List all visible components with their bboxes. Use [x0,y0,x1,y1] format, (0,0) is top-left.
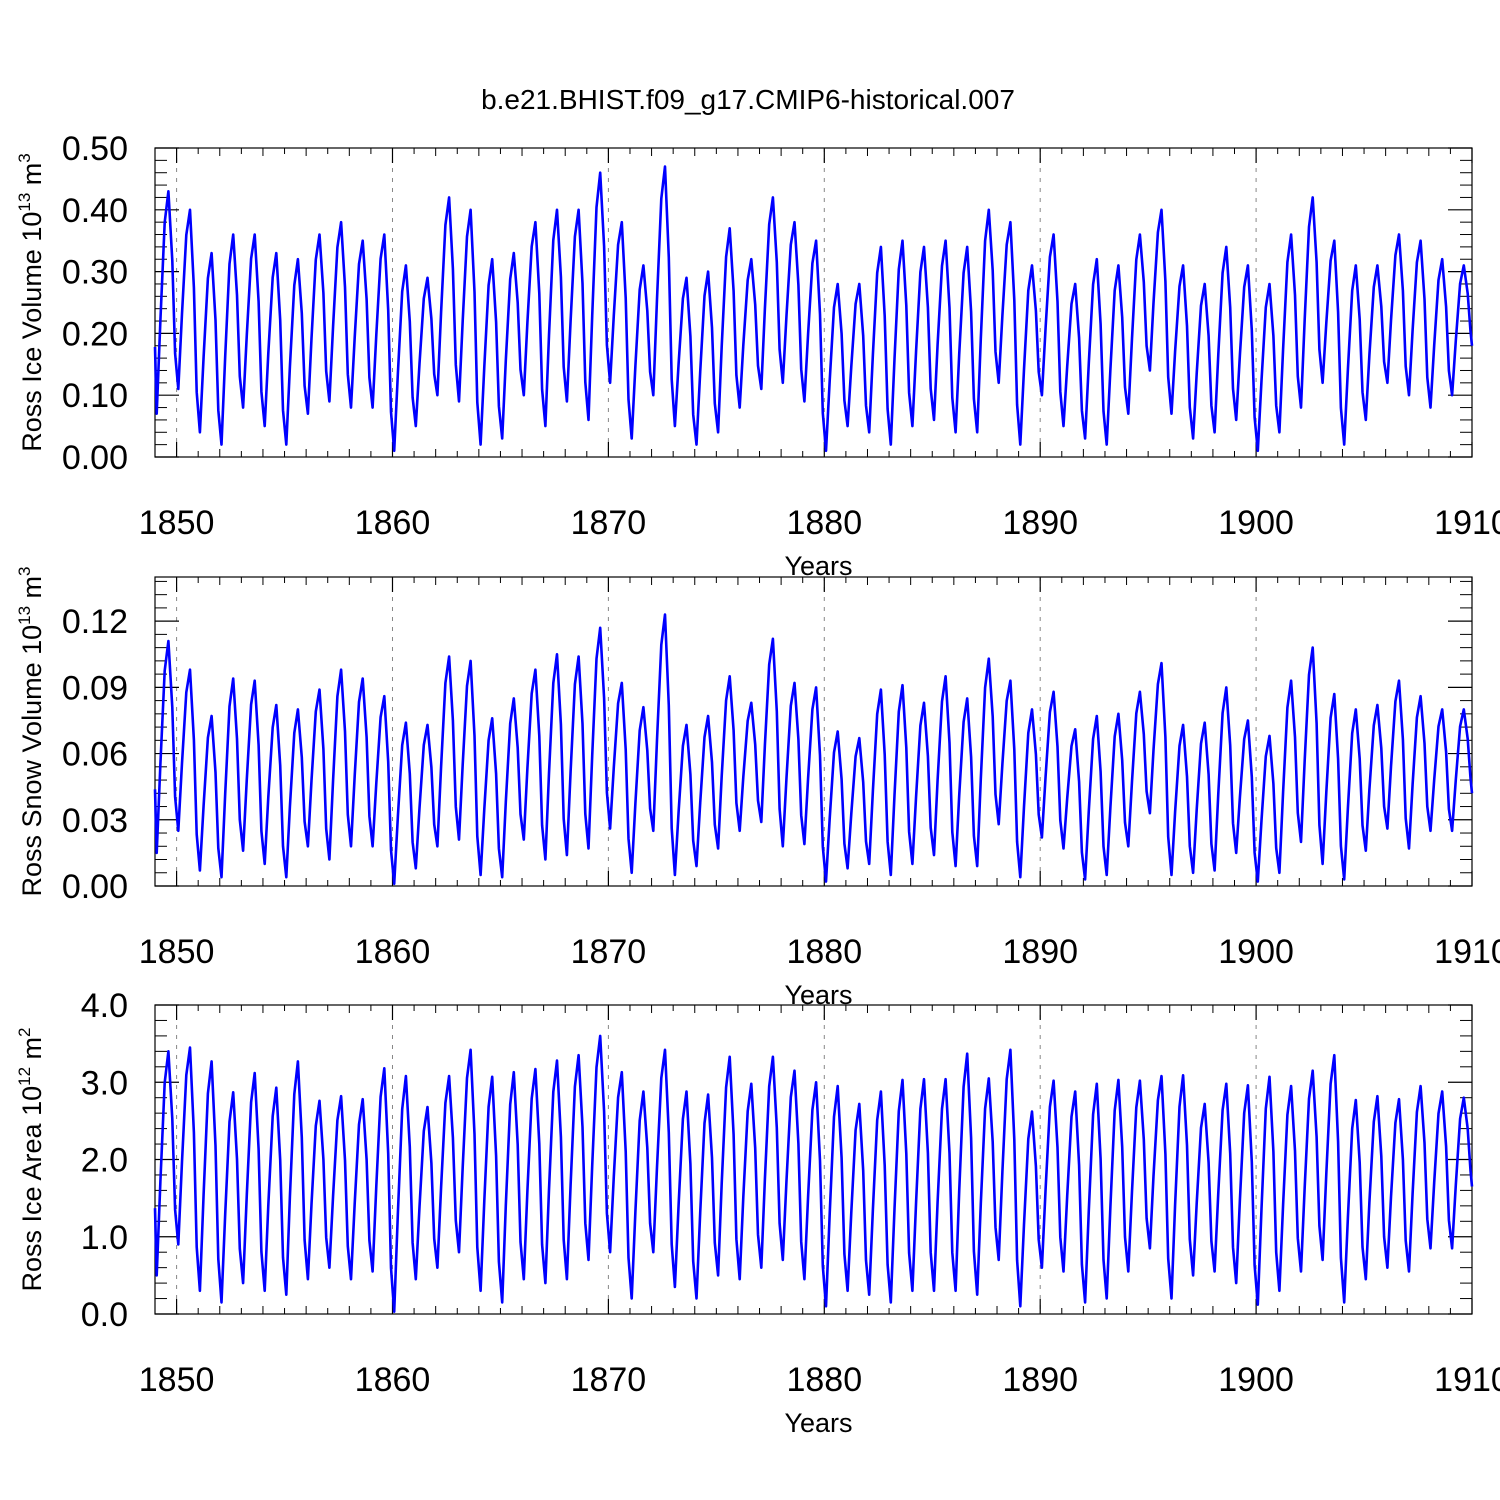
y-axis-label: Ross Ice Area 1012 m2 [15,1027,47,1291]
y-tick-label: 0.03 [62,802,128,840]
x-tick-label: 1880 [786,933,862,971]
y-tick-label: 2.0 [81,1142,128,1180]
x-tick-label: 1850 [139,933,215,971]
y-label-superscript: 2 [15,1027,34,1036]
x-tick-label: 1870 [571,933,647,971]
y-label-text: Ross Ice Volume 10 [17,212,47,452]
y-tick-label: 0.09 [62,669,128,707]
x-tick-label: 1890 [1002,1361,1078,1399]
x-tick-label: 1880 [786,504,862,542]
y-tick-label: 0.06 [62,736,128,774]
y-label-text: m [17,163,47,193]
y-label-superscript: 3 [15,153,34,162]
series-line-1-1 [153,165,1474,453]
y-tick-label: 0.20 [62,315,128,353]
y-tick-label: 0.30 [62,254,128,292]
y-axis-label: Ross Snow Volume 1013 m3 [15,566,47,896]
y-tick-label: 4.0 [81,987,128,1025]
y-label-superscript: 3 [15,566,34,575]
x-tick-label: 1870 [571,1361,647,1399]
y-label-superscript: 13 [15,193,34,212]
x-tick-label: 1900 [1218,1361,1294,1399]
y-tick-label: 1.0 [81,1219,128,1257]
y-tick-label: 0.0 [81,1296,128,1334]
x-tick-label: 1880 [786,1361,862,1399]
y-tick-label: 0.12 [62,603,128,641]
y-label-superscript: 12 [15,1067,34,1086]
y-tick-label: 3.0 [81,1064,128,1102]
y-tick-label: 0.40 [62,192,128,230]
x-tick-label: 1860 [355,933,431,971]
y-label-text: m [17,1037,47,1067]
y-label-text: Ross Ice Area 10 [17,1086,47,1292]
y-axis-label: Ross Ice Volume 1013 m3 [15,153,47,452]
y-tick-label: 0.10 [62,377,128,415]
y-label-text: m [17,576,47,606]
x-tick-label: 1850 [139,1361,215,1399]
y-tick-label: 0.50 [62,130,128,168]
x-tick-label: 1890 [1002,504,1078,542]
plot-frame [154,576,1473,887]
x-tick-label: 1860 [355,504,431,542]
figure-title: b.e21.BHIST.f09_g17.CMIP6-historical.007 [481,84,1015,115]
y-label-superscript: 13 [15,606,34,625]
x-tick-label: 1900 [1218,933,1294,971]
x-tick-label: 1890 [1002,933,1078,971]
series-line-3-1 [153,1034,1474,1313]
series-line-2-1 [153,613,1474,886]
x-tick-label: 1860 [355,1361,431,1399]
y-tick-label: 0.00 [62,439,128,477]
x-axis-label: Years [784,1408,852,1438]
x-tick-label: 1900 [1218,504,1294,542]
plot-frame [154,147,1473,458]
x-tick-label: 1870 [571,504,647,542]
y-tick-label: 0.00 [62,868,128,906]
x-tick-label: 1850 [139,504,215,542]
x-axis-label: Years [784,551,852,581]
y-label-text: Ross Snow Volume 10 [17,625,47,897]
